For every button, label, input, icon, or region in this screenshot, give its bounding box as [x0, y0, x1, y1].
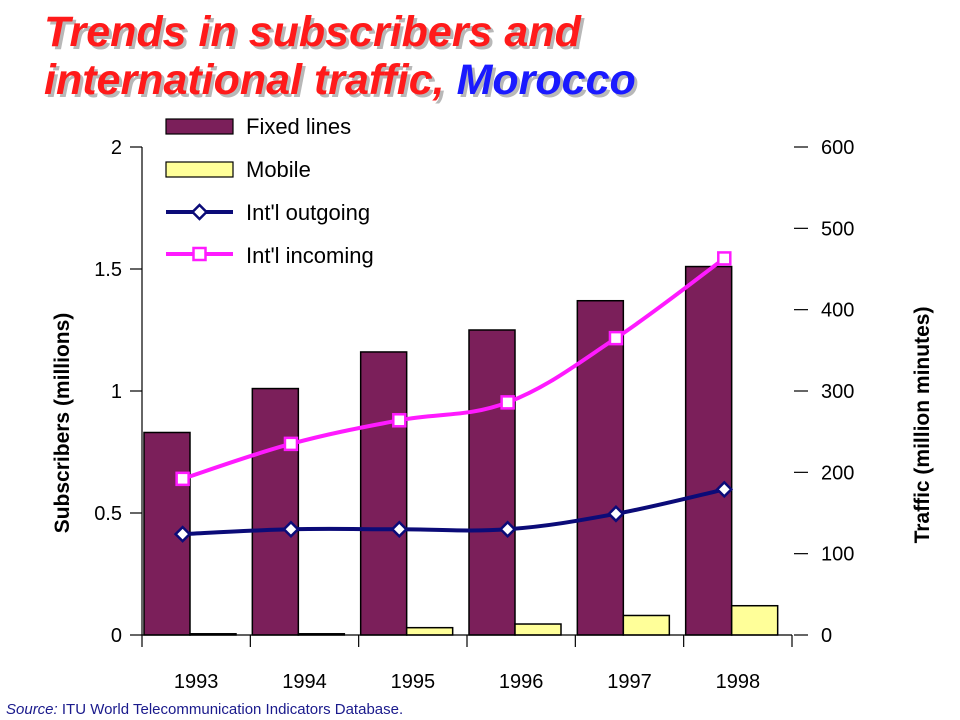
- y-right-tick-label: 400: [821, 300, 854, 322]
- y-right-tick-label: 600: [821, 137, 854, 159]
- y-right-tick-label: 0: [821, 625, 832, 647]
- bar-fixed-1998: [684, 265, 733, 636]
- y-left-tick-label: 0.5: [94, 503, 122, 525]
- marker-incoming-1997: [608, 330, 624, 346]
- legend-swatch-mobile: [165, 161, 234, 178]
- x-tick-label: 1993: [174, 671, 219, 693]
- title-line-2: international traffic, Morocco: [44, 56, 944, 104]
- source-label: Source:: [6, 701, 58, 718]
- source-note: Source: ITU World Telecommunication Indi…: [6, 701, 403, 718]
- legend-label-mobile: Mobile: [246, 157, 311, 182]
- marker-outgoing-1997: [607, 505, 625, 523]
- marker-outgoing-1995: [390, 520, 409, 539]
- marker-outgoing-1993: [173, 525, 192, 543]
- marker-incoming-1993: [175, 471, 190, 487]
- legend-label-incoming: Int'l incoming: [246, 243, 374, 268]
- marker-outgoing-1994: [282, 520, 300, 539]
- y-right-tick-label: 300: [821, 381, 854, 403]
- legend-marker-outgoing: [190, 203, 209, 221]
- chart-title: Trends in subscribers and international …: [44, 8, 944, 104]
- bar-fixed-1995: [359, 351, 408, 636]
- title-line-1: Trends in subscribers and: [44, 8, 581, 56]
- bar-mobile-1995: [405, 626, 454, 636]
- y-left-tick-label: 2: [111, 137, 122, 159]
- marker-incoming-1994: [283, 436, 299, 452]
- y-left-tick-label: 1: [111, 381, 122, 403]
- marker-incoming-1998: [717, 251, 732, 266]
- x-tick-label: 1998: [716, 671, 761, 693]
- bar-fixed-1994: [251, 387, 300, 636]
- legend-label-outgoing: Int'l outgoing: [246, 200, 370, 225]
- bar-mobile-1998: [730, 604, 779, 636]
- line-intl-outgoing: [182, 487, 725, 537]
- bar-mobile-1997: [622, 614, 671, 636]
- y-right-tick-label: 100: [821, 544, 854, 566]
- bar-fixed-1997: [576, 299, 625, 636]
- y-axis-left-title: Subscribers (millions): [51, 313, 74, 534]
- marker-incoming-1996: [500, 395, 515, 410]
- line-intl-incoming: [182, 256, 726, 481]
- y-left-tick-label: 0: [111, 625, 122, 647]
- y-left-tick-label: 1.5: [94, 259, 122, 281]
- title-line-2-prefix: international traffic,: [44, 56, 457, 104]
- x-tick-label: 1996: [499, 671, 544, 693]
- marker-outgoing-1998: [715, 480, 734, 499]
- legend-label-fixed: Fixed lines: [246, 114, 351, 139]
- title-country: Morocco: [456, 56, 636, 104]
- source-text: ITU World Telecommunication Indicators D…: [57, 701, 404, 718]
- marker-incoming-1995: [392, 413, 407, 428]
- x-tick-label: 1995: [391, 671, 436, 693]
- x-tick-label: 1997: [607, 671, 652, 693]
- y-right-tick-label: 500: [821, 218, 854, 240]
- y-right-tick-label: 200: [821, 462, 854, 484]
- legend-marker-incoming: [192, 246, 207, 262]
- bar-mobile-1996: [514, 623, 562, 636]
- legend-swatch-fixed: [165, 118, 234, 135]
- y-axis-right-title: Traffic (million minutes): [911, 307, 934, 544]
- x-tick-label: 1994: [282, 671, 327, 693]
- bar-fixed-1996: [468, 329, 516, 636]
- marker-outgoing-1996: [498, 520, 517, 539]
